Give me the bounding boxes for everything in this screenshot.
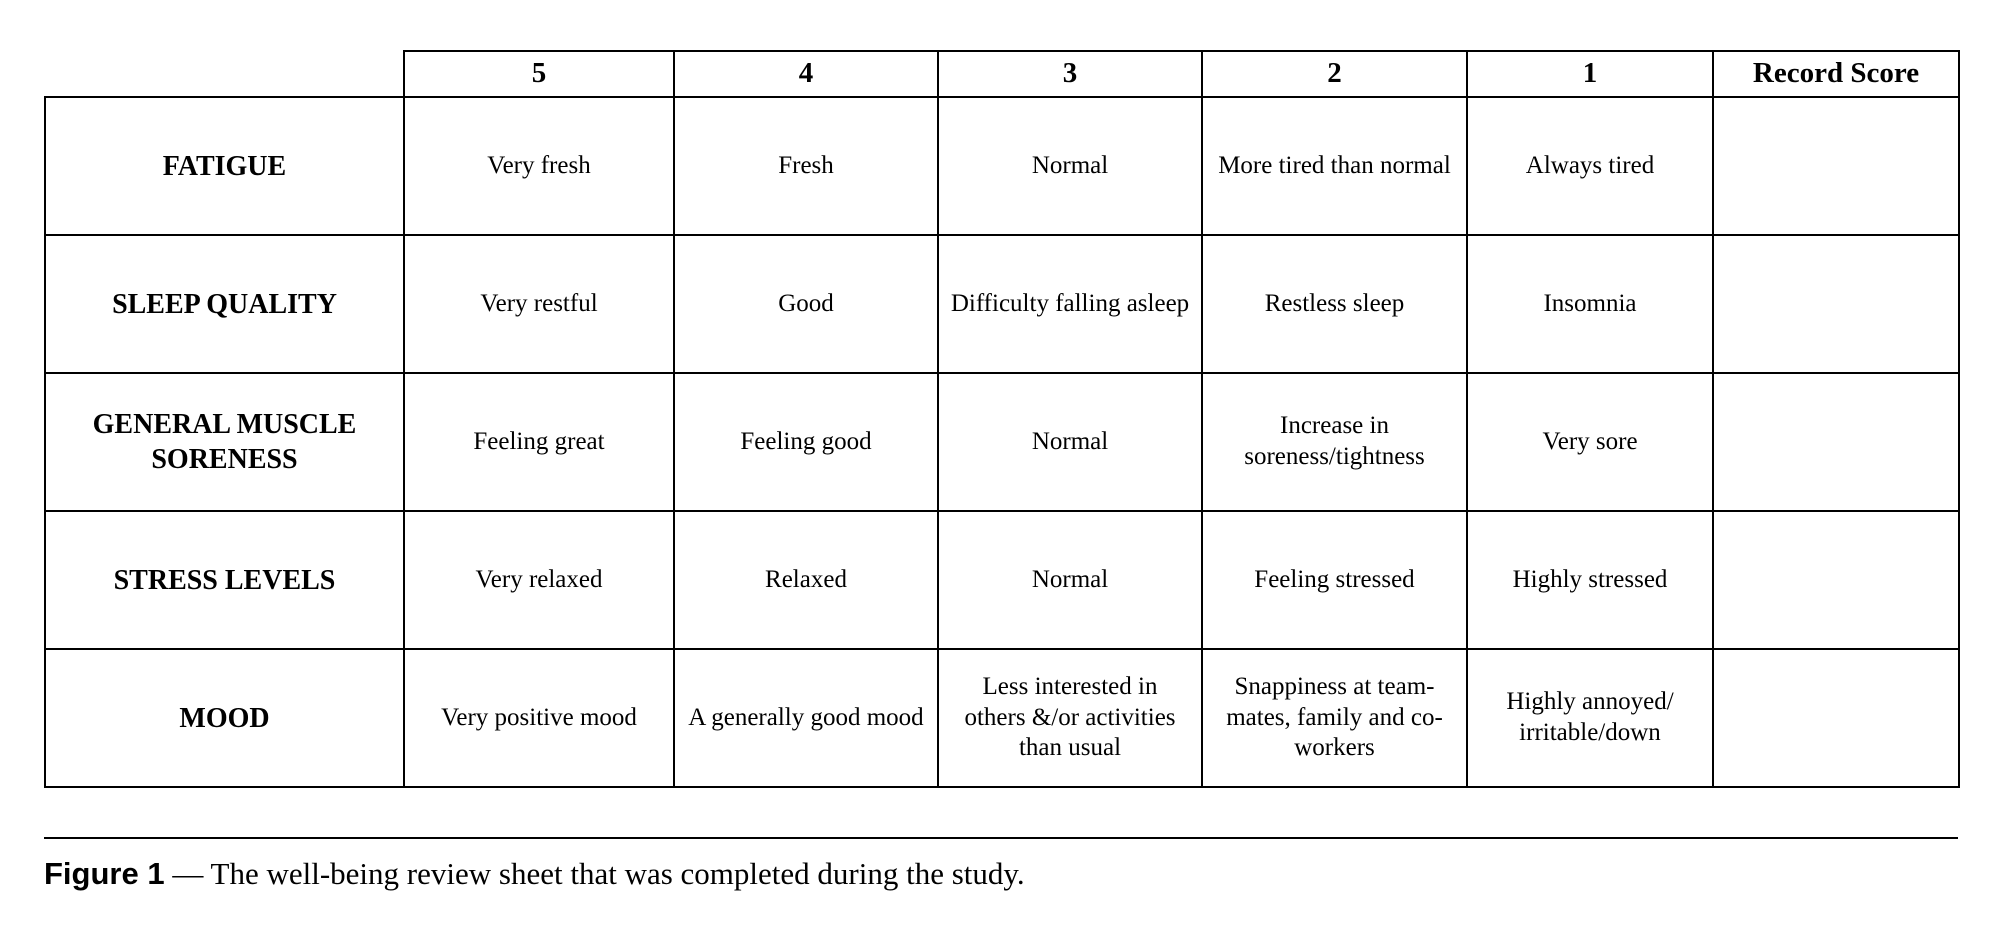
row-label: GENERAL MUSCLE SORENESS: [44, 372, 405, 512]
header-record-score: Record Score: [1712, 50, 1960, 98]
table-cell: Normal: [937, 96, 1203, 236]
row-label: MOOD: [44, 648, 405, 788]
table-cell: Feeling stressed: [1201, 510, 1468, 650]
wellbeing-review-table: 5 4 3 2 1 Record Score FATIGUE Very fres…: [44, 50, 1960, 788]
figure-caption-text: — The well-being review sheet that was c…: [164, 856, 1025, 891]
table-row: MOOD Very positive mood A generally good…: [44, 648, 1960, 788]
record-score-cell[interactable]: [1712, 96, 1960, 236]
header-score-3: 3: [937, 50, 1203, 98]
table-cell: Normal: [937, 372, 1203, 512]
table-cell: Very fresh: [403, 96, 675, 236]
table-cell: Very relaxed: [403, 510, 675, 650]
table-cell: Highly stressed: [1466, 510, 1714, 650]
table-cell: Difficulty falling asleep: [937, 234, 1203, 374]
table-cell: Highly annoyed/ irritable/down: [1466, 648, 1714, 788]
table-cell: Restless sleep: [1201, 234, 1468, 374]
table-row: STRESS LEVELS Very relaxed Relaxed Norma…: [44, 510, 1960, 650]
table-cell: Snappiness at team-mates, family and co-…: [1201, 648, 1468, 788]
figure-label: Figure 1: [44, 856, 165, 891]
header-score-2: 2: [1201, 50, 1468, 98]
table-cell: Relaxed: [673, 510, 939, 650]
record-score-cell[interactable]: [1712, 372, 1960, 512]
table-cell: Good: [673, 234, 939, 374]
table-cell: Feeling good: [673, 372, 939, 512]
table-cell: Always tired: [1466, 96, 1714, 236]
header-score-5: 5: [403, 50, 675, 98]
header-score-4: 4: [673, 50, 939, 98]
header-row: 5 4 3 2 1 Record Score: [45, 50, 1960, 98]
caption-divider: [44, 837, 1958, 839]
figure-caption: Figure 1 — The well-being review sheet t…: [44, 856, 1025, 892]
row-label: SLEEP QUALITY: [44, 234, 405, 374]
table-cell: Very restful: [403, 234, 675, 374]
header-corner: [45, 51, 405, 98]
table-row: GENERAL MUSCLE SORENESS Feeling great Fe…: [44, 372, 1960, 512]
table-cell: Normal: [937, 510, 1203, 650]
table-row: FATIGUE Very fresh Fresh Normal More tir…: [44, 96, 1960, 236]
table-cell: Feeling great: [403, 372, 675, 512]
record-score-cell[interactable]: [1712, 648, 1960, 788]
row-label: FATIGUE: [44, 96, 405, 236]
record-score-cell[interactable]: [1712, 234, 1960, 374]
table-cell: Very sore: [1466, 372, 1714, 512]
row-label: STRESS LEVELS: [44, 510, 405, 650]
table-cell: Insomnia: [1466, 234, 1714, 374]
table-cell: Fresh: [673, 96, 939, 236]
table-row: SLEEP QUALITY Very restful Good Difficul…: [44, 234, 1960, 374]
record-score-cell[interactable]: [1712, 510, 1960, 650]
table-cell: A generally good mood: [673, 648, 939, 788]
table-cell: More tired than normal: [1201, 96, 1468, 236]
table-cell: Very positive mood: [403, 648, 675, 788]
table-cell: Increase in soreness/tightness: [1201, 372, 1468, 512]
header-score-1: 1: [1466, 50, 1714, 98]
table-cell: Less interested in others &/or activitie…: [937, 648, 1203, 788]
